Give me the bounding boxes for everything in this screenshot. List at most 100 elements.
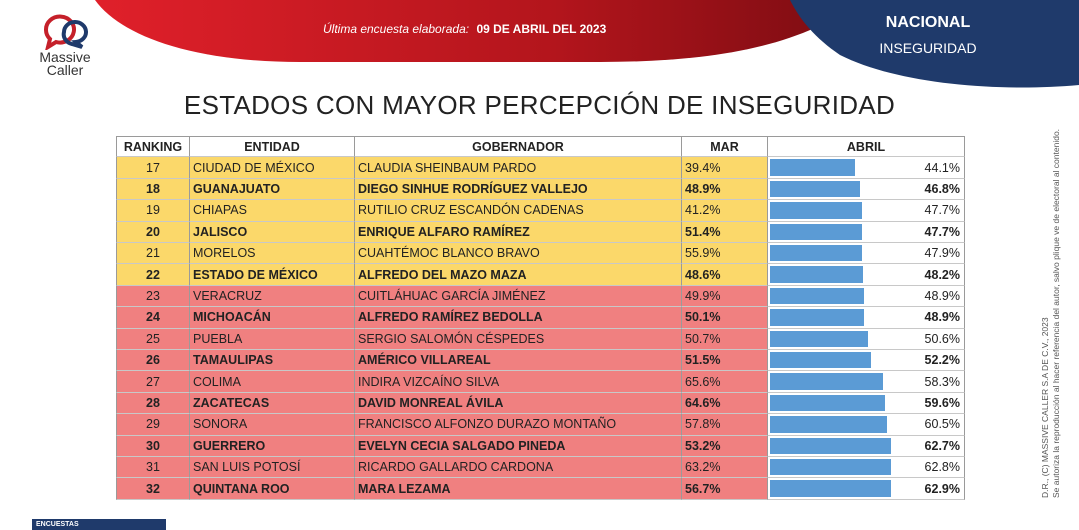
- mar-value-cell: 50.1%: [682, 307, 768, 329]
- mar-value-cell: 53.2%: [682, 435, 768, 457]
- mar-value-cell: 48.9%: [682, 178, 768, 201]
- rank-cell: 24: [116, 307, 190, 329]
- governor-cell: ALFREDO DEL MAZO MAZA: [355, 264, 682, 286]
- entity-cell: GUERRERO: [190, 435, 355, 457]
- rank-cell: 23: [116, 285, 190, 308]
- abril-value-label: 46.8%: [924, 181, 960, 196]
- abril-value-label: 62.9%: [924, 481, 960, 496]
- abril-cell: 52.2%: [768, 350, 965, 372]
- governor-cell: RICARDO GALLARDO CARDONA: [355, 457, 682, 479]
- abril-cell: 46.8%: [768, 178, 965, 201]
- governor-cell: INDIRA VIZCAÍNO SILVA: [355, 371, 682, 393]
- entity-cell: JALISCO: [190, 221, 355, 243]
- abril-bar: [770, 202, 863, 219]
- table-row: 25 PUEBLA SERGIO SALOMÓN CÉSPEDES 50.7% 50.6…: [116, 328, 965, 350]
- abril-value-label: 48.9%: [924, 310, 960, 325]
- entity-cell: ZACATECAS: [190, 392, 355, 415]
- survey-date-line: Última encuesta elaborada: 09 DE ABRIL D…: [323, 22, 606, 36]
- header-abril: ABRIL: [768, 136, 965, 158]
- abril-bar: [770, 437, 891, 454]
- mar-value-cell: 51.5%: [682, 350, 768, 372]
- rank-cell: 30: [116, 435, 190, 457]
- rank-cell: 28: [116, 392, 190, 415]
- table-row: 31 SAN LUIS POTOSÍ RICARDO GALLARDO CARDON…: [116, 457, 965, 479]
- mar-value-cell: 41.2%: [682, 200, 768, 222]
- entity-cell: COLIMA: [190, 371, 355, 393]
- mar-value-cell: 63.2%: [682, 457, 768, 479]
- header-mar: MAR: [682, 136, 768, 158]
- abril-cell: 62.7%: [768, 435, 965, 457]
- abril-bar: [770, 159, 856, 176]
- rank-cell: 21: [116, 243, 190, 265]
- mar-value-cell: 57.8%: [682, 414, 768, 436]
- entity-cell: MICHOACÁN: [190, 307, 355, 329]
- governor-cell: RUTILIO CRUZ ESCANDÓN CADENAS: [355, 200, 682, 222]
- abril-cell: 48.9%: [768, 285, 965, 308]
- survey-label: Última encuesta elaborada:: [323, 22, 470, 36]
- rank-cell: 18: [116, 178, 190, 201]
- abril-value-label: 60.5%: [924, 417, 960, 432]
- rank-cell: 32: [116, 478, 190, 500]
- abril-cell: 59.6%: [768, 392, 965, 415]
- abril-bar: [770, 416, 887, 433]
- survey-date: 09 DE ABRIL DEL 2023: [476, 22, 607, 36]
- abril-value-label: 47.7%: [924, 224, 960, 239]
- governor-cell: SERGIO SALOMÓN CÉSPEDES: [355, 328, 682, 350]
- abril-value-label: 58.3%: [924, 374, 960, 389]
- entity-cell: QUINTANA ROO: [190, 478, 355, 500]
- table-row: 17 CIUDAD DE MÉXICO CLAUDIA SHEINBAUM PARD…: [116, 157, 965, 179]
- table-row: 26 TAMAULIPAS AMÉRICO VILLAREAL 51.5% 52.2%: [116, 350, 965, 372]
- abril-value-label: 52.2%: [924, 353, 960, 368]
- table-row: 29 SONORA FRANCISCO ALFONZO DURAZO MONTAÑO…: [116, 414, 965, 436]
- abril-cell: 62.9%: [768, 478, 965, 500]
- region-title: NACIONAL: [885, 14, 971, 31]
- governor-cell: FRANCISCO ALFONZO DURAZO MONTAÑO: [355, 414, 682, 436]
- abril-bar: [770, 394, 886, 412]
- entity-cell: ESTADO DE MÉXICO: [190, 264, 355, 286]
- abril-value-label: 48.9%: [924, 288, 960, 303]
- table-row: 18 GUANAJUATO DIEGO SINHUE RODRÍGUEZ VALLE…: [116, 178, 965, 201]
- table-row: 27 COLIMA INDIRA VIZCAÍNO SILVA 65.6% 58.3%: [116, 371, 965, 393]
- governor-cell: EVELYN CECIA SALGADO PINEDA: [355, 435, 682, 457]
- rank-cell: 25: [116, 328, 190, 350]
- abril-value-label: 50.6%: [924, 331, 960, 346]
- table-row: 30 GUERRERO EVELYN CECIA SALGADO PINEDA 53.…: [116, 435, 965, 457]
- rank-cell: 29: [116, 414, 190, 436]
- abril-bar: [770, 180, 861, 198]
- mar-value-cell: 50.7%: [682, 328, 768, 350]
- entity-cell: GUANAJUATO: [190, 178, 355, 201]
- mar-value-cell: 48.6%: [682, 264, 768, 286]
- red-header-band: [95, 0, 860, 62]
- rank-cell: 31: [116, 457, 190, 479]
- mar-value-cell: 39.4%: [682, 157, 768, 179]
- logo-name-line2: Caller: [46, 62, 84, 78]
- table-row: 19 CHIAPAS RUTILIO CRUZ ESCANDÓN CADENAS 41…: [116, 200, 965, 222]
- abril-value-label: 47.9%: [924, 246, 960, 261]
- mar-value-cell: 49.9%: [682, 285, 768, 308]
- header-background: [95, 0, 1079, 88]
- governor-cell: AMÉRICO VILLAREAL: [355, 350, 682, 372]
- rank-cell: 20: [116, 221, 190, 243]
- entity-cell: TAMAULIPAS: [190, 350, 355, 372]
- abril-bar: [770, 373, 883, 390]
- table-header-row: RANKING ENTIDAD GOBERNADOR MAR ABRIL: [116, 136, 965, 158]
- speech-bubbles-icon: [43, 14, 88, 50]
- rank-cell: 26: [116, 350, 190, 372]
- footer-badge: ENCUESTAS: [32, 519, 166, 530]
- abril-bar: [770, 459, 892, 476]
- abril-value-label: 47.7%: [924, 203, 960, 218]
- governor-cell: DIEGO SINHUE RODRÍGUEZ VALLEJO: [355, 178, 682, 201]
- abril-bar: [770, 245, 863, 262]
- header-gobernador: GOBERNADOR: [355, 136, 682, 158]
- abril-cell: 48.2%: [768, 264, 965, 286]
- header-ranking: RANKING: [116, 136, 190, 158]
- abril-bar: [770, 266, 864, 283]
- governor-cell: DAVID MONREAL ÁVILA: [355, 392, 682, 415]
- abril-cell: 48.9%: [768, 307, 965, 329]
- abril-value-label: 48.2%: [924, 267, 960, 282]
- rank-cell: 22: [116, 264, 190, 286]
- table-row: 24 MICHOACÁN ALFREDO RAMÍREZ BEDOLLA 50.1% 4…: [116, 307, 965, 329]
- copyright-note: D.R., (C) MASSIVE CALLER S.A DE C.V., 20…: [1040, 118, 1062, 498]
- entity-cell: SONORA: [190, 414, 355, 436]
- massive-caller-logo: Massive Caller: [30, 12, 100, 78]
